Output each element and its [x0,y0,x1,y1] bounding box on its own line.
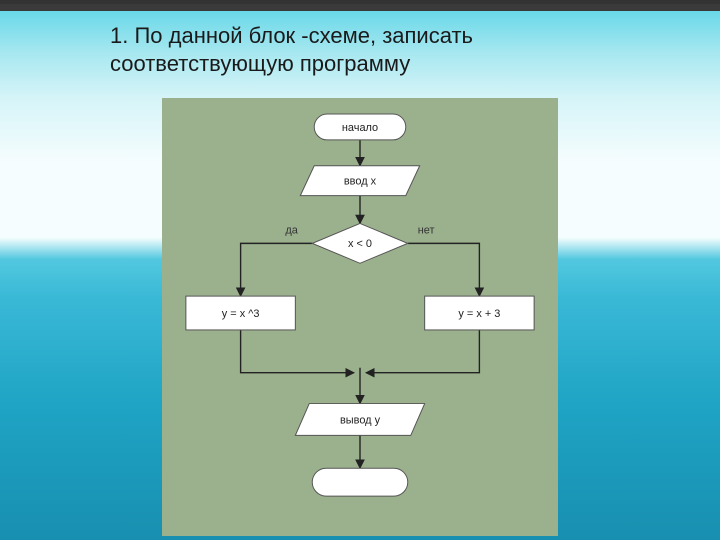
node-end [312,468,408,496]
edge-label-cond-right: нет [418,224,435,236]
node-label-input: ввод x [344,176,377,188]
node-label-left: y = x ^3 [222,308,260,320]
edge-cond-left [241,243,313,296]
flowchart-panel: да нет начало ввод x x < 0 y = x ^3 y = x + 3… [162,98,558,536]
heading-line1: 1. По данной блок -схеме, записать [110,23,473,48]
edge-right-merge [366,330,479,373]
edge-cond-right [408,243,480,296]
slide-top-bar [0,0,720,4]
heading-line2: соответствующую программу [110,51,410,76]
node-label-start: начало [342,122,378,134]
flowchart-svg: да нет начало ввод x x < 0 y = x ^3 y = x + 3… [163,99,557,535]
node-label-cond: x < 0 [348,238,372,250]
slide-heading: 1. По данной блок -схеме, записать соотв… [110,22,473,77]
node-label-output: вывод y [340,414,381,426]
node-label-right: y = x + 3 [458,308,500,320]
edge-left-merge [241,330,354,373]
edge-label-cond-left: да [285,224,298,236]
